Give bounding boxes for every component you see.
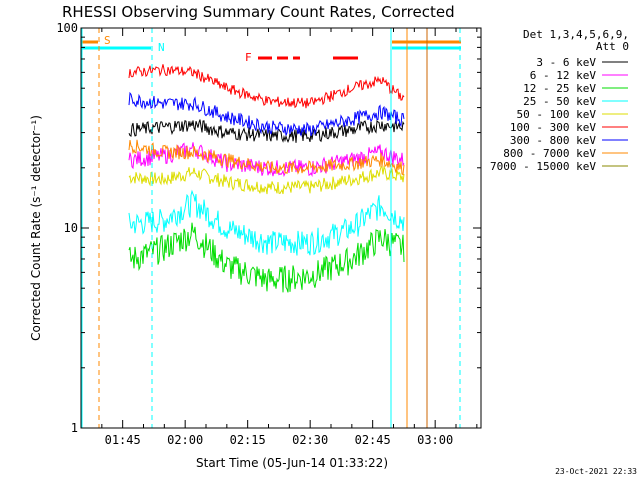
legend-label: 7000 - 15000 keV	[490, 160, 596, 173]
legend-attenuator: Att 0	[596, 40, 629, 53]
legend-label: 800 - 7000 keV	[503, 147, 596, 160]
series-line	[128, 165, 405, 195]
legend-label: 100 - 300 keV	[510, 121, 596, 134]
series-line	[128, 64, 405, 109]
y-tick-label: 100	[56, 21, 78, 35]
x-tick-label: 01:45	[105, 433, 141, 447]
legend-label: 300 - 800 keV	[510, 134, 596, 147]
x-tick-label: 02:00	[167, 433, 203, 447]
x-tick-label: 02:30	[292, 433, 328, 447]
series-group	[128, 64, 405, 293]
series-line	[128, 91, 405, 138]
x-tick-label: 02:45	[355, 433, 391, 447]
y-axis-label: Corrected Count Rate (s⁻¹ detector⁻¹)	[29, 115, 43, 341]
night-flag-label: N	[158, 41, 165, 54]
legend-label: 3 - 6 keV	[536, 56, 596, 69]
legend-label: 50 - 100 keV	[517, 108, 597, 121]
axis-ticks: 01:45 02:00 02:15 02:30 02:45 03:00 1 10 100	[56, 21, 481, 447]
flare-flag-label: F	[245, 51, 252, 64]
legend-label: 6 - 12 keV	[530, 69, 597, 82]
series-line	[128, 119, 405, 143]
timestamp: 23-Oct-2021 22:33	[555, 467, 637, 476]
legend-label: 12 - 25 keV	[523, 82, 596, 95]
series-line	[128, 189, 405, 256]
saa-flag-label: S	[104, 34, 111, 47]
x-tick-label: 02:15	[230, 433, 266, 447]
y-tick-label: 10	[64, 221, 78, 235]
legend-detectors: Det 1,3,4,5,6,9,	[523, 28, 629, 41]
x-axis-label: Start Time (05-Jun-14 01:33:22)	[196, 456, 388, 470]
series-line	[128, 139, 405, 176]
legend-label: 25 - 50 keV	[523, 95, 596, 108]
y-tick-label: 1	[71, 421, 78, 435]
x-tick-label: 03:00	[417, 433, 453, 447]
series-line	[128, 222, 405, 293]
chart-title: RHESSI Observing Summary Count Rates, Co…	[62, 3, 455, 21]
